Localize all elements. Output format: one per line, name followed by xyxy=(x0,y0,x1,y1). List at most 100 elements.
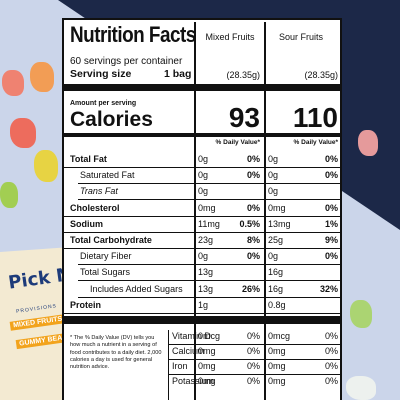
gummy-bear-red xyxy=(2,70,24,96)
gummy-bear-green xyxy=(350,300,372,328)
vitamin-label: Vitamin D xyxy=(172,331,211,341)
nutrient-label: Includes Added Sugars xyxy=(90,283,183,294)
thick-rule xyxy=(64,84,194,91)
nutrient-label: Dietary Fiber xyxy=(80,251,132,262)
nutrient-amount: 11mg xyxy=(198,218,220,229)
column-divider xyxy=(194,22,196,400)
nutrient-label: Total Sugars xyxy=(80,267,131,278)
nutrient-daily-value: 9% xyxy=(324,235,338,245)
footnote-divider xyxy=(168,330,169,400)
row-divider xyxy=(196,280,264,282)
vitamin-daily-value: 0% xyxy=(246,331,260,341)
vitamin-daily-value: 0% xyxy=(246,346,260,356)
gummy-bear-red xyxy=(10,118,36,148)
row-divider xyxy=(196,264,264,266)
gummy-bear-pink xyxy=(358,130,378,156)
row-divider xyxy=(196,183,264,185)
thick-rule xyxy=(266,84,340,91)
row-divider xyxy=(64,215,194,217)
row-divider xyxy=(196,167,264,168)
row-divider xyxy=(64,231,194,233)
nutrient-daily-value: 1% xyxy=(324,218,338,229)
serving-weight-mixed: (28.35g) xyxy=(226,70,260,80)
nutrient-amount: 16g xyxy=(268,283,284,294)
row-divider xyxy=(78,264,194,266)
column-divider xyxy=(264,22,266,400)
row-divider xyxy=(196,344,264,345)
nutrient-daily-value: 0.5% xyxy=(239,218,260,229)
gummy-bear-green xyxy=(0,182,18,208)
row-divider xyxy=(266,280,340,282)
thick-rule xyxy=(196,316,264,324)
nutrient-amount: 25g xyxy=(268,235,284,245)
nutrient-amount: 13g xyxy=(198,267,214,278)
row-divider xyxy=(266,264,340,266)
medium-rule xyxy=(266,133,340,137)
thick-rule xyxy=(266,316,340,324)
nutrient-daily-value: 0% xyxy=(324,202,338,213)
row-divider xyxy=(78,280,194,282)
vitamin-amount: 0mg xyxy=(198,376,216,386)
column-header-mixed-fruits: Mixed Fruits xyxy=(205,32,255,42)
nutrient-amount: 0g xyxy=(268,186,279,197)
nutrient-amount: 0.8g xyxy=(268,299,286,310)
nutrient-amount: 0g xyxy=(268,170,279,181)
serving-size-value: 1 bag xyxy=(164,68,192,80)
thick-rule xyxy=(196,84,264,91)
nutrient-amount: 0mg xyxy=(198,202,216,213)
row-divider xyxy=(78,296,194,298)
nutrient-amount: 0g xyxy=(268,154,279,164)
nutrient-label: Cholesterol xyxy=(70,202,120,213)
row-divider xyxy=(266,312,340,314)
nutrient-amount: 0g xyxy=(198,170,209,181)
vitamin-amount: 0mg xyxy=(268,361,286,371)
column-header-sour-fruits: Sour Fruits xyxy=(278,32,323,42)
row-divider xyxy=(64,312,194,314)
nutrient-amount: 23g xyxy=(198,235,214,245)
nutrient-amount: 13g xyxy=(198,283,214,294)
gummy-bear-orange xyxy=(30,62,54,92)
amount-per-serving: Amount per serving xyxy=(70,100,137,107)
row-divider xyxy=(266,199,340,201)
serving-weight-sour: (28.35g) xyxy=(304,70,338,80)
nutrient-daily-value: 0% xyxy=(246,154,260,164)
thick-rule xyxy=(64,316,194,324)
nutrient-daily-value: 26% xyxy=(241,283,260,294)
row-divider xyxy=(196,312,264,314)
vitamin-daily-value: 0% xyxy=(246,376,260,386)
vitamin-amount: 0mg xyxy=(268,376,286,386)
gummy-bear-yellow xyxy=(34,150,58,182)
row-divider xyxy=(168,374,194,375)
vitamin-amount: 0mg xyxy=(268,346,286,356)
vitamin-label: Iron xyxy=(172,361,188,371)
row-divider xyxy=(266,374,340,375)
calories-mixed: 93 xyxy=(228,102,260,133)
vitamin-amount: 0mcg xyxy=(268,331,291,341)
nutrient-label: Total Carbohydrate xyxy=(70,235,152,245)
row-divider xyxy=(64,248,194,249)
nutrient-label: Sodium xyxy=(70,218,103,229)
calories-sour: 110 xyxy=(292,102,338,133)
gummy-bear-white xyxy=(346,376,376,400)
row-divider xyxy=(78,183,194,185)
nutrition-facts-label: Nutrition Facts Mixed Fruits Sour Fruits… xyxy=(62,18,342,400)
vitamin-label: Potassium xyxy=(172,376,215,386)
nutrient-daily-value: 0% xyxy=(324,251,338,262)
row-divider xyxy=(266,215,340,217)
nutrient-daily-value: 8% xyxy=(246,235,260,245)
vitamin-daily-value: 0% xyxy=(324,376,338,386)
medium-rule xyxy=(196,133,264,137)
nutrient-amount: 0g xyxy=(198,186,209,197)
row-divider xyxy=(196,248,264,249)
daily-value-footnote: * The % Daily Value (DV) tells you how m… xyxy=(70,335,162,371)
row-divider xyxy=(168,344,194,345)
nutrient-label: Saturated Fat xyxy=(80,170,135,181)
nutrient-daily-value: 0% xyxy=(324,154,338,164)
nutrient-amount: 13mg xyxy=(268,218,291,229)
label-title: Nutrition Facts xyxy=(70,22,196,47)
serving-size-label: Serving size xyxy=(70,68,132,80)
daily-value-header-mixed: % Daily Value* xyxy=(215,139,260,146)
calories-label: Calories xyxy=(70,108,153,131)
vitamin-daily-value: 0% xyxy=(324,346,338,356)
nutrient-label: Trans Fat xyxy=(80,186,118,197)
